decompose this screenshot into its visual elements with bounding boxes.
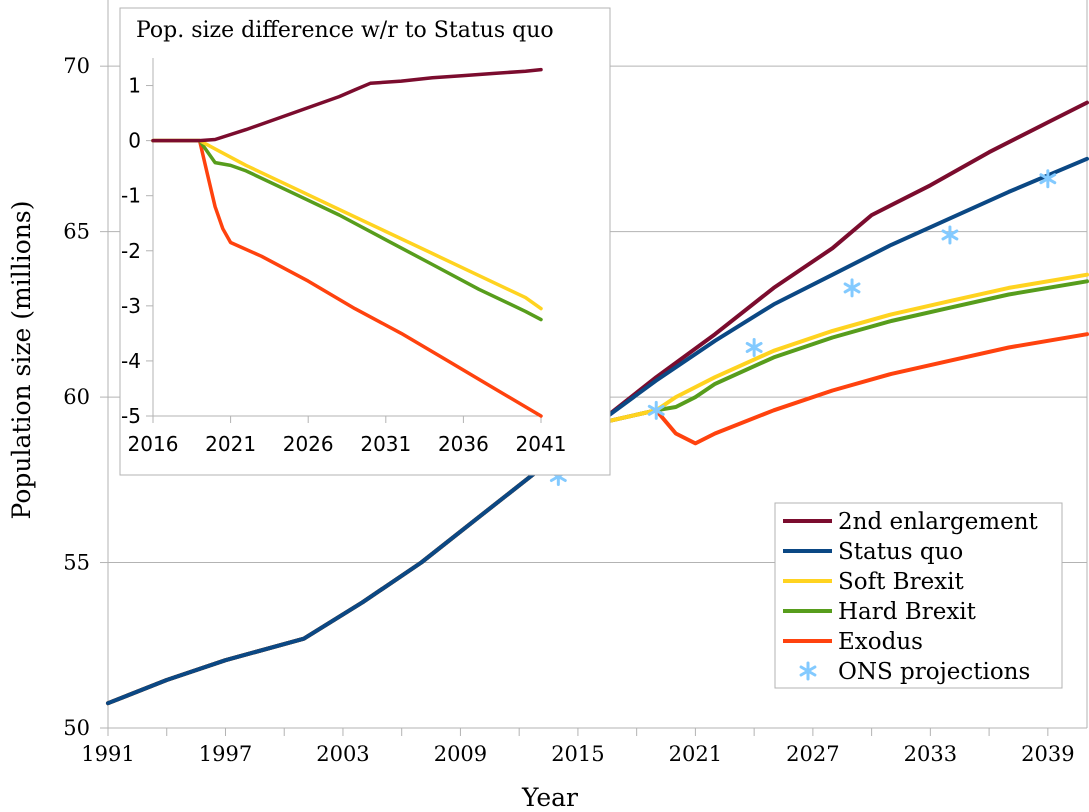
legend-label: Status quo [838, 539, 963, 565]
inset-series-line-2nd-enlargement [151, 67, 543, 143]
legend-label: Exodus [838, 629, 923, 655]
legend-item-soft-brexit: Soft Brexit [783, 569, 965, 595]
legend-item-ons-projections: ONS projections [799, 659, 1030, 685]
inset-frame [119, 7, 611, 476]
x-tick-label: 2015 [551, 742, 604, 766]
inset-y-tick-label: -5 [121, 404, 141, 428]
legend-marker-ons-projections [799, 661, 817, 681]
ons-marker [1039, 169, 1057, 189]
legend-item-exodus: Exodus [783, 629, 923, 655]
x-tick-label: 2003 [316, 742, 369, 766]
main-tick-labels: 50 55 60 65 70 1991 1997 2003 2009 2015 2021 2027 20… [63, 54, 1074, 766]
inset-y-tick-label: -4 [121, 349, 141, 373]
x-tick-label: 2027 [786, 742, 839, 766]
y-tick-label: 50 [63, 716, 90, 740]
x-axis-title: Year [521, 783, 578, 812]
legend: 2nd enlargement Status quo Soft Brexit Hard… [774, 502, 1063, 689]
main-series [106, 100, 1089, 706]
y-axis-title: Population size (millions) [7, 201, 36, 520]
inset-x-tick-label: 2026 [283, 432, 334, 456]
legend-item-status-quo: Status quo [783, 539, 963, 565]
inset-y-tick-label: -3 [121, 294, 141, 318]
legend-item-2nd-enlargement: 2nd enlargement [783, 509, 1039, 535]
inset-series [151, 67, 543, 418]
legend-item-hard-brexit: Hard Brexit [783, 599, 977, 625]
inset-chart: Pop. size difference w/r to Status quo 1… [119, 7, 611, 476]
legend-label: Hard Brexit [838, 599, 977, 625]
y-tick-label: 60 [63, 385, 90, 409]
inset-y-tick-label: -1 [121, 184, 141, 208]
inset-tick-labels: 1 0 -1 -2 -3 -4 -5 2016 2021 2026 2031 2036 2041 [121, 74, 566, 456]
inset-x-tick-label: 2031 [360, 432, 411, 456]
ons-marker [745, 337, 763, 357]
y-tick-label: 70 [63, 54, 90, 78]
ons-marker [843, 278, 861, 298]
inset-x-tick-label: 2021 [205, 432, 256, 456]
x-tick-label: 1997 [199, 742, 252, 766]
legend-label: Soft Brexit [838, 569, 965, 595]
inset-x-tick-label: 2016 [128, 432, 179, 456]
main-axes [100, 0, 1088, 736]
legend-label: 2nd enlargement [838, 509, 1039, 535]
inset-x-tick-label: 2041 [516, 432, 567, 456]
y-tick-label: 65 [63, 220, 90, 244]
x-tick-label: 1991 [81, 742, 134, 766]
inset-y-tick-label: 1 [128, 74, 141, 98]
ons-marker [647, 400, 665, 420]
legend-frame [774, 502, 1063, 689]
inset-y-tick-label: -2 [121, 239, 141, 263]
y-tick-label: 55 [63, 551, 90, 575]
x-tick-label: 2033 [904, 742, 957, 766]
inset-y-tick-label: 0 [128, 129, 141, 153]
inset-axes [146, 58, 542, 423]
inset-x-tick-label: 2036 [438, 432, 489, 456]
legend-label: ONS projections [838, 659, 1030, 685]
ons-marker [941, 225, 959, 245]
x-tick-label: 2021 [669, 742, 722, 766]
x-tick-label: 2009 [434, 742, 487, 766]
x-tick-label: 2039 [1021, 742, 1074, 766]
inset-title: Pop. size difference w/r to Status quo [136, 18, 554, 43]
